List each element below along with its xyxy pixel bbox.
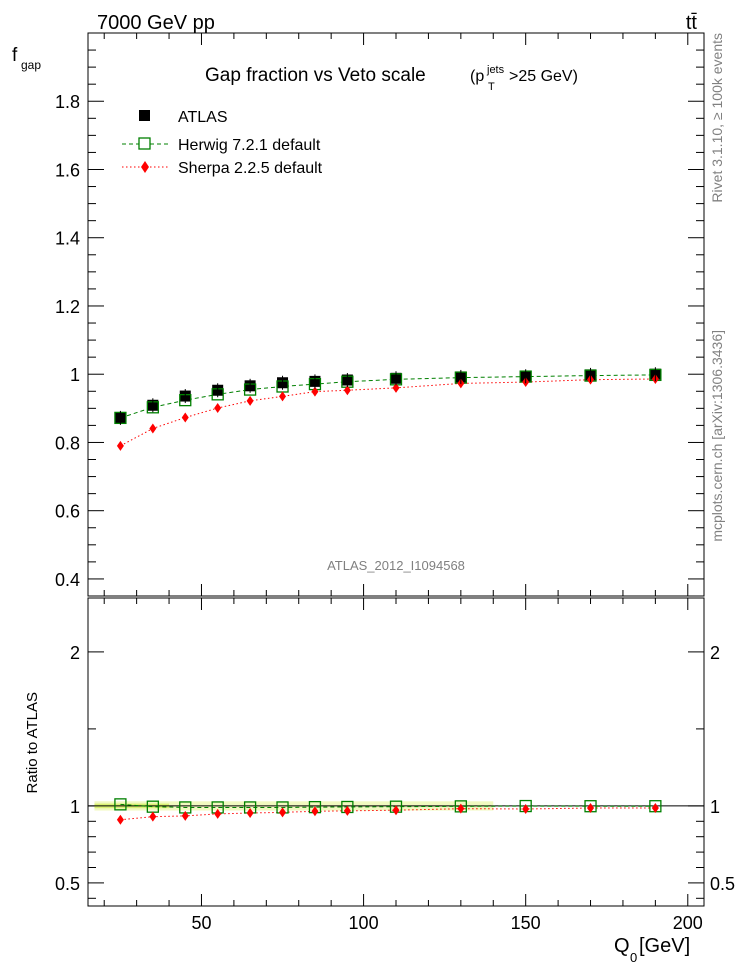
mcplots-label: mcplots.cern.ch [arXiv:1306.3436]	[709, 330, 725, 542]
ratio-point-filled-diamond	[279, 807, 287, 818]
point-filled-diamond	[181, 412, 189, 423]
main-y-tick-label: 0.6	[55, 502, 80, 522]
x-tick-label: 50	[191, 913, 211, 933]
ratio-point-filled-diamond	[457, 803, 465, 814]
main-y-tick-label: 0.4	[55, 570, 80, 590]
point-filled-diamond	[343, 385, 351, 396]
x-axis-label: Q 0 [GeV]	[614, 935, 690, 965]
legend-atlas-label: ATLAS	[178, 109, 228, 126]
ratio-y-tick-label: 2	[70, 643, 80, 663]
legend: ATLAS Herwig 7.2.1 default Sherpa 2.2.5 …	[122, 109, 323, 177]
ratio-y-tick-label-right: 2	[710, 643, 720, 663]
ratio-point-filled-diamond	[651, 803, 659, 814]
ratio-panel-frame	[87, 597, 705, 907]
x-label-unit: [GeV]	[639, 935, 690, 957]
series-lines	[120, 374, 656, 821]
point-filled-diamond	[214, 402, 222, 413]
title-cut-sub: T	[488, 81, 495, 93]
x-tick-label: 200	[673, 913, 703, 933]
ratio-point-filled-diamond	[214, 808, 222, 819]
main-y-tick-label: 1.2	[55, 297, 80, 317]
legend-atlas-marker	[139, 110, 150, 121]
energy-label: 7000 GeV pp	[97, 12, 215, 34]
main-y-tick-label: 0.8	[55, 433, 80, 453]
ratio-point-filled-diamond	[149, 811, 157, 822]
point-filled-diamond	[149, 423, 157, 434]
ratio-point-filled-diamond	[311, 806, 319, 817]
ratio-y-axis-label: Ratio to ATLAS	[24, 692, 41, 793]
series-line-main	[120, 374, 656, 419]
x-tick-label: 150	[511, 913, 541, 933]
main-y-label-sub: gap	[21, 58, 41, 72]
point-filled-diamond	[116, 440, 124, 451]
legend-sherpa-marker	[141, 161, 149, 173]
main-y-tick-label: 1.4	[55, 229, 80, 249]
point-filled-diamond	[311, 386, 319, 397]
main-y-axis-label: f gap	[12, 45, 41, 72]
ratio-y-tick-label: 1	[70, 797, 80, 817]
chart-title: Gap fraction vs Veto scale	[205, 65, 426, 86]
main-y-tick-label: 1.8	[55, 92, 80, 112]
rivet-label: Rivet 3.1.10, ≥ 100k events	[709, 33, 725, 203]
ratio-y-tick-label: 0.5	[55, 874, 80, 894]
ratio-point-filled-diamond	[116, 814, 124, 825]
ratio-point-filled-diamond	[392, 805, 400, 816]
process-label: tt̄	[686, 12, 698, 34]
ratio-y-tick-label-right: 1	[710, 797, 720, 817]
axis-ticks	[88, 32, 704, 906]
tick-labels: 50 100 150 200 0.4 0.6 0.8 1 1.2 1.4 1.6 1.8 0.5 0.5 1…	[55, 92, 735, 933]
legend-herwig-label: Herwig 7.2.1 default	[178, 137, 321, 154]
point-filled-diamond	[392, 382, 400, 393]
ratio-y-tick-label-right: 0.5	[710, 874, 735, 894]
ratio-point-filled-diamond	[181, 810, 189, 821]
data-markers	[114, 367, 662, 825]
chart-title-cut: (p jets T >25 GeV)	[470, 64, 578, 93]
legend-herwig-marker	[138, 137, 151, 150]
main-y-tick-label: 1	[70, 365, 80, 385]
ratio-point-filled-diamond	[522, 803, 530, 814]
ratio-point-open-square	[114, 798, 127, 811]
ratio-point-filled-diamond	[587, 803, 595, 814]
title-cut-prefix: (p	[470, 68, 484, 85]
ratio-point-filled-diamond	[343, 805, 351, 816]
title-cut-suffix: >25 GeV)	[509, 68, 578, 85]
point-filled-diamond	[246, 395, 254, 406]
x-tick-label: 100	[349, 913, 379, 933]
main-y-tick-label: 1.6	[55, 160, 80, 180]
title-cut-sup: jets	[486, 64, 505, 76]
x-label-sub: 0	[630, 950, 637, 965]
series-line-ratio	[120, 803, 656, 808]
series-line-main	[120, 378, 656, 447]
main-y-label-base: f	[12, 45, 18, 66]
ratio-point-filled-diamond	[246, 807, 254, 818]
point-filled-diamond	[279, 391, 287, 402]
analysis-watermark: ATLAS_2012_I1094568	[327, 558, 465, 573]
x-label-base: Q	[614, 935, 630, 957]
legend-sherpa-label: Sherpa 2.2.5 default	[178, 160, 323, 177]
